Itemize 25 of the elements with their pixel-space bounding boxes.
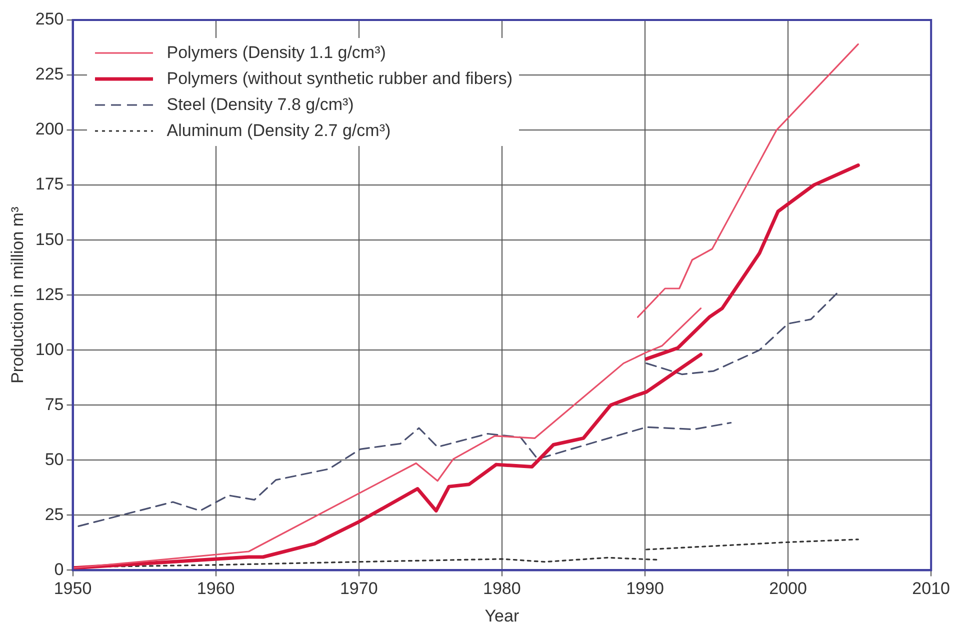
y-tick-label: 25 bbox=[44, 504, 64, 524]
legend-label: Polymers (Density 1.1 g/cm³) bbox=[166, 42, 386, 64]
legend-label: Polymers (without synthetic rubber and fibers) bbox=[166, 68, 513, 90]
x-tick-label: 1970 bbox=[340, 579, 378, 598]
y-tick-label: 125 bbox=[35, 284, 64, 304]
line-series bbox=[78, 422, 732, 527]
y-tick-label: 75 bbox=[44, 394, 64, 414]
y-tick-label: 0 bbox=[54, 560, 64, 579]
y-axis-title: Production in million m³ bbox=[8, 206, 27, 384]
y-tick-label: 250 bbox=[35, 10, 64, 29]
x-tick-label: 2010 bbox=[912, 579, 950, 598]
x-tick-label: 1950 bbox=[54, 579, 92, 598]
y-tick-label: 225 bbox=[35, 64, 64, 84]
y-tick-label: 100 bbox=[35, 340, 64, 359]
legend-label: Steel (Density 7.8 g/cm³) bbox=[166, 94, 354, 116]
x-tick-label: 1990 bbox=[626, 579, 664, 598]
y-tick-label: 150 bbox=[35, 230, 64, 249]
legend-label: Aluminum (Density 2.7 g/cm³) bbox=[166, 120, 391, 142]
x-tick-label: 1980 bbox=[483, 579, 521, 598]
x-tick-label: 1960 bbox=[196, 579, 235, 598]
y-tick-label: 200 bbox=[35, 120, 64, 139]
y-tick-label: 175 bbox=[35, 174, 64, 194]
x-axis-title: Year bbox=[484, 606, 520, 626]
y-tick-label: 50 bbox=[44, 450, 64, 469]
x-tick-label: 2000 bbox=[769, 579, 807, 598]
